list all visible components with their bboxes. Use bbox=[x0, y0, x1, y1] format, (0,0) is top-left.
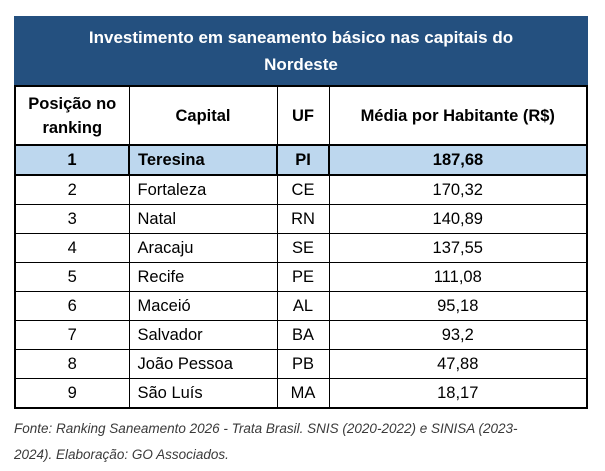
table-row-maceio: 6 Maceió AL 95,18 bbox=[14, 291, 588, 321]
cell-media: 111,08 bbox=[328, 262, 588, 292]
cell-uf: RN bbox=[276, 204, 330, 234]
table-row-fortaleza: 2 Fortaleza CE 170,32 bbox=[14, 174, 588, 205]
cell-uf: PE bbox=[276, 262, 330, 292]
table-title-line-1: Investimento em saneamento básico nas ca… bbox=[88, 27, 514, 47]
source-note-line-1: Fonte: Ranking Saneamento 2026 - Trata B… bbox=[14, 421, 518, 436]
cell-media: 140,89 bbox=[328, 204, 588, 234]
cell-capital: Maceió bbox=[128, 291, 278, 321]
cell-media: 93,2 bbox=[328, 320, 588, 350]
source-note-line-2: 2024). Elaboração: GO Associados. bbox=[14, 447, 229, 462]
cell-media: 18,17 bbox=[328, 378, 588, 409]
cell-capital: Teresina bbox=[128, 144, 278, 176]
cell-capital: Aracaju bbox=[128, 233, 278, 263]
cell-capital: Fortaleza bbox=[128, 174, 278, 205]
table-row-salvador: 7 Salvador BA 93,2 bbox=[14, 320, 588, 350]
column-header-capital: Capital bbox=[128, 85, 278, 146]
cell-position: 5 bbox=[14, 262, 130, 292]
cell-position: 1 bbox=[14, 144, 130, 176]
cell-media: 170,32 bbox=[328, 174, 588, 205]
table-row-teresina: 1 Teresina PI 187,68 bbox=[14, 144, 588, 176]
ranking-sheet: Investimento em saneamento básico nas ca… bbox=[14, 16, 588, 409]
table-row-aracaju: 4 Aracaju SE 137,55 bbox=[14, 233, 588, 263]
cell-position: 3 bbox=[14, 204, 130, 234]
table-row-joao-pessoa: 8 João Pessoa PB 47,88 bbox=[14, 349, 588, 379]
cell-uf: SE bbox=[276, 233, 330, 263]
cell-media: 137,55 bbox=[328, 233, 588, 263]
cell-position: 8 bbox=[14, 349, 130, 379]
table-row-sao-luis: 9 São Luís MA 18,17 bbox=[14, 378, 588, 409]
column-header-position: Posição no ranking bbox=[14, 85, 130, 146]
cell-uf: CE bbox=[276, 174, 330, 205]
source-note: Fonte: Ranking Saneamento 2026 - Trata B… bbox=[14, 416, 596, 468]
column-header-media: Média por Habitante (R$) bbox=[328, 85, 588, 146]
cell-uf: MA bbox=[276, 378, 330, 409]
cell-capital: João Pessoa bbox=[128, 349, 278, 379]
table-title: Investimento em saneamento básico nas ca… bbox=[14, 16, 588, 85]
table-title-line-2: Nordeste bbox=[264, 54, 338, 74]
header-row: Posição no ranking Capital UF Média por … bbox=[14, 85, 588, 146]
cell-uf: AL bbox=[276, 291, 330, 321]
ranking-table: Posição no ranking Capital UF Média por … bbox=[14, 85, 588, 409]
cell-capital: Salvador bbox=[128, 320, 278, 350]
cell-media: 47,88 bbox=[328, 349, 588, 379]
cell-position: 2 bbox=[14, 174, 130, 205]
cell-position: 7 bbox=[14, 320, 130, 350]
cell-uf: PB bbox=[276, 349, 330, 379]
cell-capital: Recife bbox=[128, 262, 278, 292]
cell-uf: BA bbox=[276, 320, 330, 350]
cell-uf: PI bbox=[276, 144, 330, 176]
cell-position: 9 bbox=[14, 378, 130, 409]
cell-media: 95,18 bbox=[328, 291, 588, 321]
table-row-recife: 5 Recife PE 111,08 bbox=[14, 262, 588, 292]
cell-media: 187,68 bbox=[328, 144, 588, 176]
cell-capital: Natal bbox=[128, 204, 278, 234]
cell-position: 4 bbox=[14, 233, 130, 263]
column-header-uf: UF bbox=[276, 85, 330, 146]
cell-position: 6 bbox=[14, 291, 130, 321]
table-row-natal: 3 Natal RN 140,89 bbox=[14, 204, 588, 234]
cell-capital: São Luís bbox=[128, 378, 278, 409]
